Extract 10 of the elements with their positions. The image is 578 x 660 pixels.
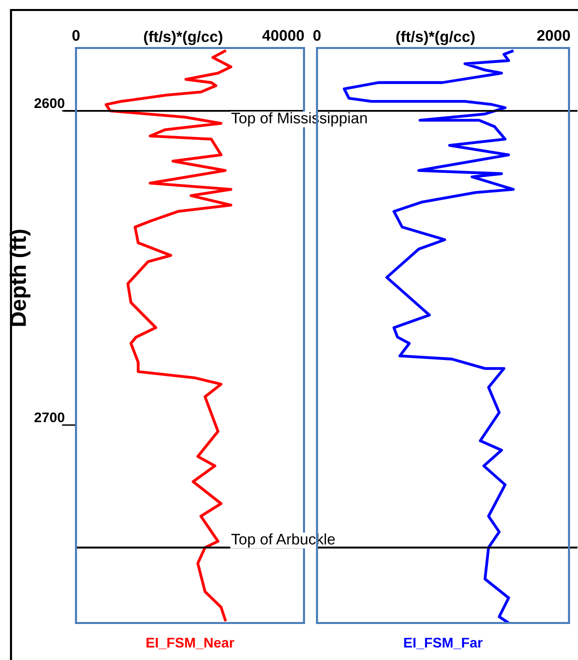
y-tick-label: 2700 xyxy=(34,412,64,422)
x-axis-title: (ft/s)*(g/cc) xyxy=(144,30,222,46)
x-tick-label: 2000 xyxy=(537,30,570,41)
x-axis-title: (ft/s)*(g/cc) xyxy=(396,30,475,46)
series-label: EI_FSM_Far xyxy=(404,638,483,650)
series-label: EI_FSM_Near xyxy=(146,638,234,650)
x-tick-label: 0 xyxy=(72,30,80,41)
x-tick-label: 40000 xyxy=(262,30,304,41)
x-tick-label: 0 xyxy=(313,30,321,41)
y-tick-label: 2600 xyxy=(34,98,64,108)
